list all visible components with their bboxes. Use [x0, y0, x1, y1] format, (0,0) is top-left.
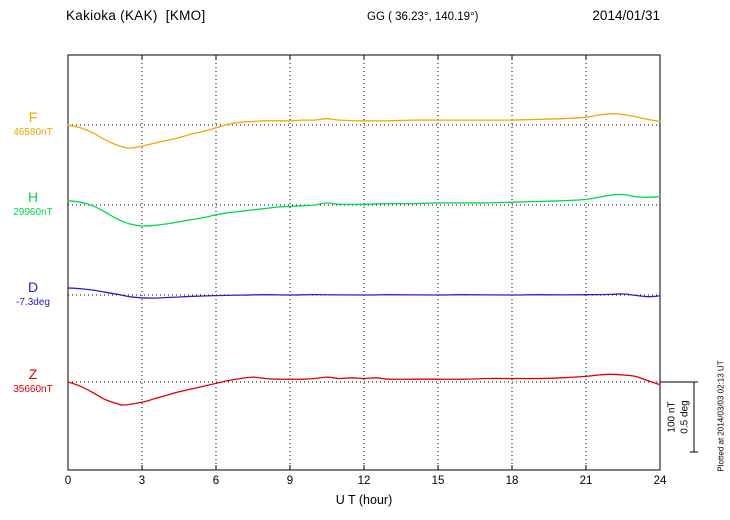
trace-F [67, 113, 661, 149]
geographic-coordinates: GG ( 36.23°, 140.19°) [367, 11, 479, 23]
channel-label-D: D -7.3deg [2, 280, 64, 308]
station-title: Kakioka (KAK) [KMO] [66, 8, 206, 23]
plotted-at-note: Plotted at 2014/03/03 02:13 UT [716, 360, 726, 472]
channel-base-value: 46580nT [13, 127, 53, 138]
trace-Z [67, 373, 661, 406]
trace-H [67, 193, 661, 227]
channel-label-Z: Z 35660nT [2, 367, 64, 395]
channel-letter: F [28, 109, 38, 125]
plot-date: 2014/01/31 [592, 8, 660, 23]
x-axis-title: U T (hour) [335, 493, 393, 507]
x-tick-label: 12 [357, 475, 371, 487]
x-tick-label: 18 [505, 475, 519, 487]
scale-bar-label-nt: 100 nT [666, 401, 678, 433]
channel-letter: H [27, 189, 39, 205]
x-tick-label: 9 [286, 475, 294, 487]
x-tick-label: 15 [431, 475, 445, 487]
x-tick-label: 6 [212, 475, 220, 487]
x-tick-label: 0 [64, 475, 72, 487]
x-tick-label: 21 [579, 475, 593, 487]
channel-label-H: H 29960nT [2, 190, 64, 218]
scale-bar-label-deg: 0.5 deg [679, 400, 691, 434]
channel-base-value: 29960nT [13, 207, 53, 218]
x-tick-label: 24 [653, 475, 667, 487]
channel-letter: D [27, 279, 39, 295]
trace-D [67, 287, 661, 299]
x-tick-label: 3 [138, 475, 146, 487]
channel-base-value: -7.3deg [16, 297, 50, 308]
channel-letter: Z [28, 366, 38, 382]
channel-label-F: F 46580nT [2, 110, 64, 138]
channel-base-value: 35660nT [13, 384, 53, 395]
